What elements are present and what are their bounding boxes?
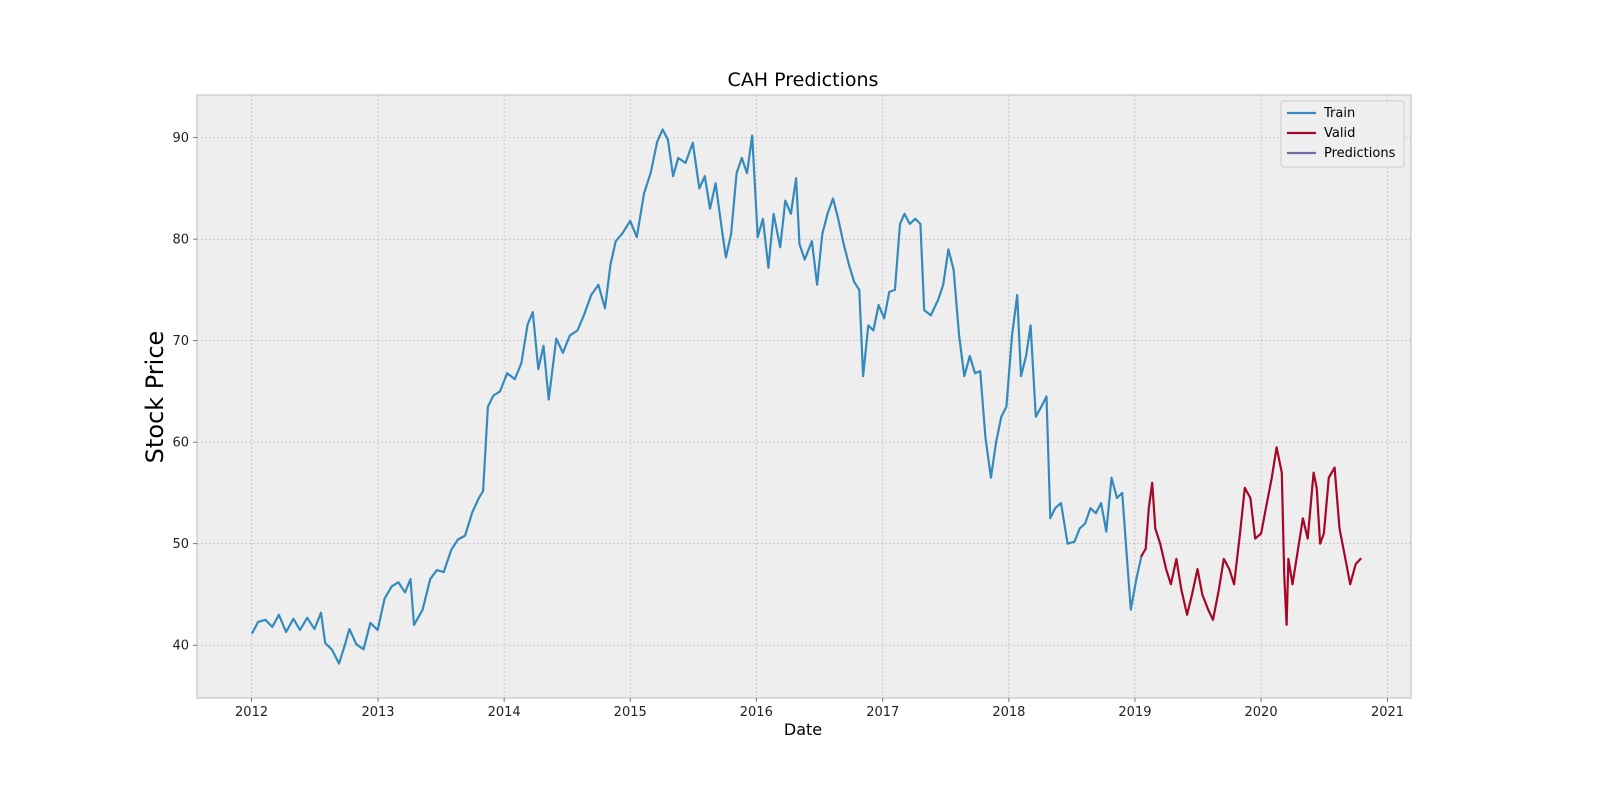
x-axis-label: Date (784, 720, 822, 739)
x-axis: 2012 2013 2014 2015 2016 2017 2018 2019 2020 2021 (235, 698, 1404, 720)
series-line-train (251, 128, 1143, 665)
y-tick-label: 60 (172, 436, 189, 451)
grid (197, 95, 1411, 698)
x-tick-label: 2018 (992, 705, 1025, 720)
y-tick-label: 80 (172, 233, 189, 248)
series-lines (251, 128, 1362, 665)
legend-label-valid: Valid (1324, 126, 1355, 141)
x-tick-label: 2015 (614, 705, 647, 720)
x-tick-label: 2017 (866, 705, 899, 720)
legend-box (1280, 100, 1405, 168)
plot-area (196, 94, 1412, 699)
legend: Train Valid Predictions (1280, 100, 1405, 168)
x-tick-label: 2021 (1371, 705, 1404, 720)
legend-label-train: Train (1323, 106, 1355, 121)
legend-label-predictions: Predictions (1324, 146, 1396, 161)
y-tick-label: 40 (172, 639, 189, 654)
x-tick-label: 2014 (488, 705, 521, 720)
series-line-valid (1140, 446, 1362, 626)
x-tick-label: 2012 (235, 705, 268, 720)
y-tick-label: 50 (172, 537, 189, 552)
y-tick-label: 90 (172, 131, 189, 146)
y-tick-label: 70 (172, 334, 189, 349)
x-tick-label: 2013 (361, 705, 394, 720)
chart-title: CAH Predictions (728, 69, 879, 91)
x-tick-label: 2016 (740, 705, 773, 720)
x-tick-label: 2020 (1245, 705, 1278, 720)
x-tick-label: 2019 (1118, 705, 1151, 720)
y-axis: 40 50 60 70 80 90 (172, 131, 197, 654)
y-axis-label: Stock Price (141, 331, 169, 464)
